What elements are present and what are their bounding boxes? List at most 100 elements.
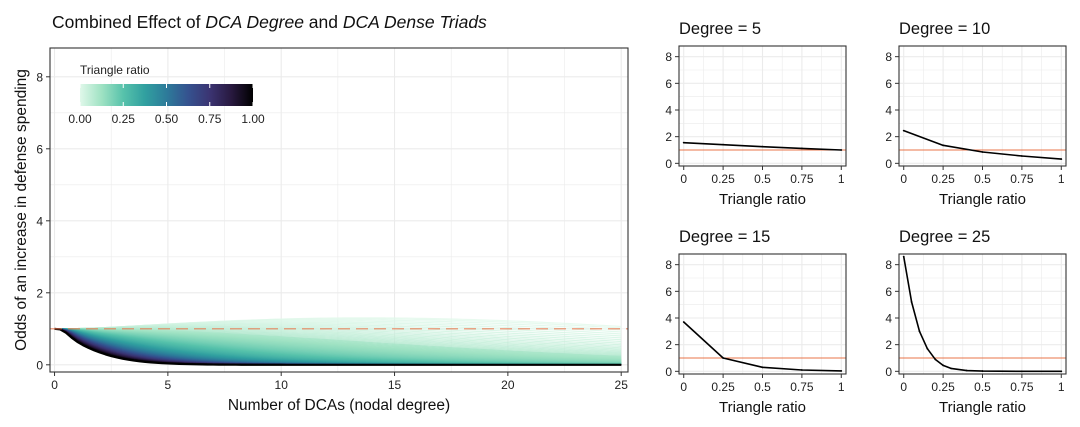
- colorbar-tick-label: 1.00: [241, 112, 265, 126]
- main-title-term2: DCA Dense Triads: [343, 12, 487, 32]
- main-title-middle: and: [304, 12, 343, 32]
- x-tick-label: 0.25: [711, 172, 735, 186]
- panel-title: Degree = 25: [899, 228, 990, 246]
- x-tick-label: 0.75: [790, 172, 814, 186]
- y-tick-label: 2: [665, 338, 672, 352]
- chart-panel-0: 0 5 10 15 20 25 0 2 4 6 8 Number of DCAs (nodal deg…: [13, 47, 629, 414]
- colorbar-tick-label: 0.75: [198, 112, 222, 126]
- y-tick-label: 4: [665, 312, 672, 326]
- legend-title: Triangle ratio: [80, 63, 150, 77]
- data-point: [722, 357, 725, 359]
- x-tick-label: 0: [900, 172, 907, 186]
- main-title: Combined Effect of DCA Degree and DCA De…: [52, 12, 487, 32]
- y-tick-label: 4: [885, 104, 892, 118]
- y-tick-label: 0: [665, 157, 672, 171]
- y-tick-label: 0: [885, 365, 892, 379]
- main-title-term1: DCA Degree: [205, 12, 304, 32]
- y-tick-label: 6: [36, 142, 43, 156]
- x-axis-label: Triangle ratio: [939, 191, 1026, 208]
- x-tick-label: 0.5: [754, 380, 771, 394]
- x-tick-label: 1: [1058, 172, 1065, 186]
- main-title-prefix: Combined Effect of: [52, 12, 205, 32]
- x-tick-label: 0: [900, 380, 907, 394]
- chart-panel-3: 0 0.25 0.5 0.75 1 0 2 4 6 8 Triangle ratio Degree =…: [665, 228, 847, 416]
- data-point: [1060, 370, 1063, 373]
- data-point: [926, 347, 929, 350]
- data-point: [918, 330, 921, 333]
- y-tick-label: 8: [665, 50, 672, 64]
- y-tick-label: 6: [665, 285, 672, 299]
- data-point: [761, 366, 764, 369]
- panel-frame: [898, 45, 1067, 167]
- colorbar-tick-label: 0.25: [112, 112, 136, 126]
- data-point: [934, 358, 937, 361]
- x-tick-label: 0: [680, 172, 687, 186]
- panel-frame: [678, 253, 847, 375]
- y-tick-label: 4: [665, 104, 672, 118]
- y-axis-label: Odds of an increase in defense spending: [13, 69, 30, 351]
- panel-frame: [898, 253, 1067, 375]
- data-point: [800, 147, 803, 150]
- x-axis-label: Triangle ratio: [719, 191, 806, 208]
- panel-frame: [49, 47, 629, 373]
- y-tick-label: 6: [665, 77, 672, 91]
- x-tick-label: 1: [838, 172, 845, 186]
- y-tick-label: 8: [36, 70, 43, 84]
- x-axis-label: Triangle ratio: [719, 399, 806, 416]
- x-tick-label: 10: [275, 378, 289, 392]
- data-point: [942, 144, 945, 147]
- data-point: [722, 143, 725, 146]
- y-tick-label: 4: [885, 312, 892, 326]
- legend: Triangle ratio 0.00 0.25 0.50 0.75 1.00: [68, 63, 265, 126]
- panel-title: Degree = 5: [679, 20, 761, 38]
- curve-family: [54, 317, 622, 366]
- data-point: [1020, 370, 1023, 373]
- x-tick-label: 5: [165, 378, 172, 392]
- panel-title: Degree = 10: [899, 20, 990, 38]
- x-tick-label: 0.5: [974, 380, 991, 394]
- y-tick-label: 6: [885, 285, 892, 299]
- y-tick-label: 0: [36, 358, 43, 372]
- data-point: [981, 151, 984, 153]
- x-tick-label: 20: [501, 378, 515, 392]
- chart-panel-1: 0 0.25 0.5 0.75 1 0 2 4 6 8 Triangle ratio Degree =…: [665, 20, 847, 208]
- data-point: [910, 301, 913, 303]
- y-tick-label: 0: [665, 365, 672, 379]
- panel-frame: [678, 45, 847, 167]
- y-tick-label: 2: [885, 338, 892, 352]
- y-tick-label: 2: [885, 130, 892, 144]
- x-tick-label: 25: [615, 378, 629, 392]
- chart-panel-2: 0 0.25 0.5 0.75 1 0 2 4 6 8 Triangle ratio Degree =…: [885, 20, 1067, 208]
- y-tick-label: 2: [665, 130, 672, 144]
- x-tick-label: 0.25: [931, 380, 955, 394]
- data-point: [902, 255, 905, 258]
- data-point: [800, 369, 803, 371]
- x-tick-label: 0.5: [974, 172, 991, 186]
- colorbar: [80, 84, 253, 106]
- y-tick-label: 0: [885, 157, 892, 171]
- chart-panel-4: 0 0.25 0.5 0.75 1 0 2 4 6 8 Triangle ratio Degree =…: [885, 228, 1067, 416]
- y-tick-label: 4: [36, 214, 43, 228]
- x-tick-label: 1: [1058, 380, 1065, 394]
- x-axis-label: Triangle ratio: [939, 399, 1026, 416]
- x-axis-label: Number of DCAs (nodal degree): [228, 397, 450, 414]
- x-tick-label: 15: [388, 378, 402, 392]
- data-point: [902, 129, 905, 132]
- x-tick-label: 0.75: [1010, 172, 1034, 186]
- y-tick-label: 8: [885, 258, 892, 272]
- data-point: [950, 367, 952, 370]
- data-point: [682, 141, 685, 144]
- panel-title: Degree = 15: [679, 228, 770, 246]
- data-point: [1020, 155, 1023, 157]
- x-tick-label: 0: [680, 380, 687, 394]
- x-tick-label: 0.5: [754, 172, 771, 186]
- x-tick-label: 0.75: [790, 380, 814, 394]
- x-tick-label: 0.25: [711, 380, 735, 394]
- data-point: [761, 145, 764, 148]
- y-tick-label: 8: [665, 258, 672, 272]
- y-tick-label: 8: [885, 50, 892, 64]
- series-line: [54, 327, 622, 366]
- colorbar-tick-label: 0.50: [155, 112, 179, 126]
- data-point: [965, 369, 968, 372]
